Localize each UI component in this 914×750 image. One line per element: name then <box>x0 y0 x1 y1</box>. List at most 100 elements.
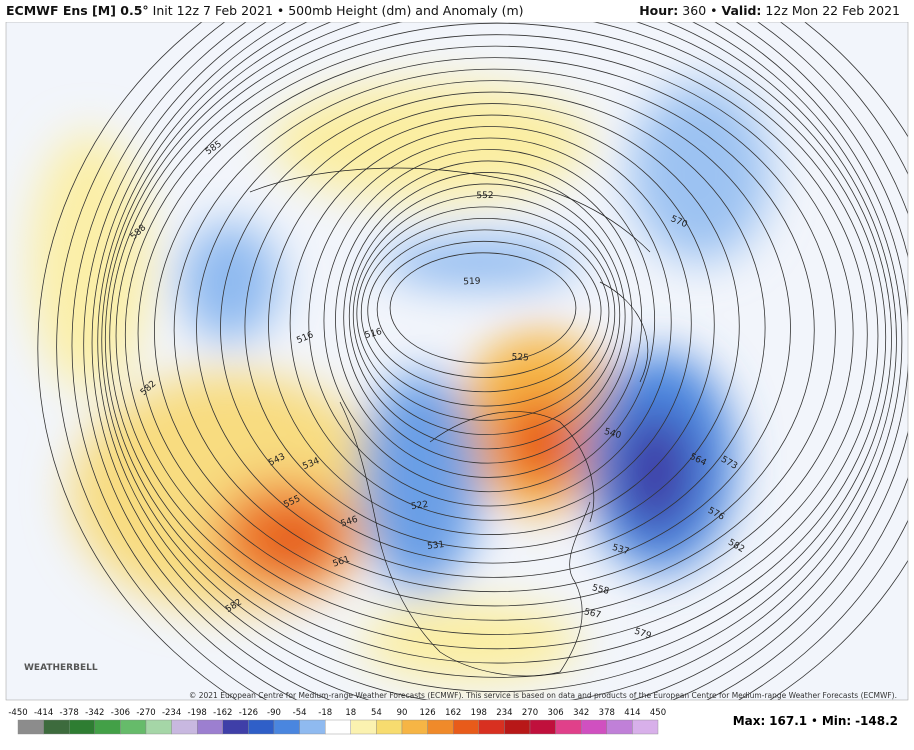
contour-label: 558 <box>591 583 610 597</box>
contour <box>389 252 577 364</box>
colorbar-segment <box>529 719 556 735</box>
colorbar-tick-label: -342 <box>85 708 104 718</box>
stats: Max: 167.1 • Min: -148.2 <box>732 714 898 728</box>
contour <box>244 103 740 550</box>
colorbar-tick-label: -414 <box>34 708 53 718</box>
colorbar-tick-label: 270 <box>522 708 538 718</box>
contour <box>196 80 791 578</box>
contour <box>124 34 868 635</box>
max: 167.1 <box>769 714 808 728</box>
colorbar-tick-label: -270 <box>136 708 155 718</box>
colorbar-tick-label: 414 <box>624 708 640 718</box>
colorbar-segment <box>120 719 147 735</box>
contour-label: 531 <box>427 540 445 552</box>
colorbar-tick-label: 450 <box>650 708 666 718</box>
colorbar-tick-label: -234 <box>162 708 181 718</box>
colorbar-segment <box>632 719 659 735</box>
contour-label: 519 <box>463 277 481 288</box>
contour <box>91 22 908 700</box>
valid-info: Hour: 360 • Valid: 12z Mon 22 Feb 2021 <box>639 3 900 18</box>
copyright: © 2021 European Centre for Medium-range … <box>189 691 897 700</box>
contour <box>37 22 908 700</box>
contour <box>348 183 626 450</box>
contour <box>137 45 854 621</box>
max-label: Max: <box>732 714 766 728</box>
contour-label: 522 <box>410 500 429 512</box>
colorbar-segment <box>43 719 70 735</box>
colorbar-tick-label: 306 <box>547 708 563 718</box>
colorbar-segment <box>606 719 633 735</box>
colorbar-tick-label: 198 <box>471 708 487 718</box>
colorbar-tick-label: 378 <box>599 708 615 718</box>
colorbar-tick-label: 162 <box>445 708 461 718</box>
contour-label: 540 <box>603 427 622 441</box>
contour <box>71 22 908 700</box>
colorbar-segment <box>145 719 172 735</box>
contour <box>173 68 815 593</box>
contour <box>323 149 656 493</box>
colorbar-tick-label: 18 <box>345 708 356 718</box>
anomaly-shading <box>30 82 770 682</box>
colorbar-segment <box>427 719 454 735</box>
colorbar-segment <box>17 719 44 735</box>
colorbar-tick-label: -90 <box>267 708 281 718</box>
contour <box>360 217 610 407</box>
colorbar-segment <box>273 719 300 735</box>
min: -148.2 <box>855 714 898 728</box>
colorbar-tick-label: -162 <box>213 708 232 718</box>
map-border <box>5 22 909 701</box>
title: ECMWF Ens [M] 0.5° Init 12z 7 Feb 2021 •… <box>6 0 524 22</box>
colorbar-segment <box>453 719 480 735</box>
contour-label: 516 <box>364 327 383 341</box>
colorbar-segment <box>555 719 582 735</box>
colorbar-segment <box>68 719 95 735</box>
contour <box>343 172 633 464</box>
contour <box>56 22 908 700</box>
contour <box>335 160 643 478</box>
contour <box>289 126 692 521</box>
colorbar-segment <box>376 719 403 735</box>
contour <box>105 22 892 678</box>
colorbar-segment <box>299 719 326 735</box>
contour <box>115 22 879 650</box>
valid: 12z Mon 22 Feb 2021 <box>765 3 900 18</box>
contour <box>154 57 836 607</box>
colorbar-segment <box>478 719 505 735</box>
colorbar-tick-label: -54 <box>293 708 307 718</box>
colorbar-tick-label: 90 <box>397 708 408 718</box>
min-label: Min: <box>821 714 852 728</box>
hour-label: Hour: <box>639 3 679 18</box>
colorbar-segment <box>248 719 275 735</box>
contour-label: 537 <box>611 543 630 557</box>
contour-label: 525 <box>511 352 529 363</box>
colorbar-tick-label: -198 <box>188 708 207 718</box>
colorbar-tick-label: -126 <box>239 708 258 718</box>
colorbar-tick-label: 234 <box>496 708 512 718</box>
contour <box>376 240 591 378</box>
contour <box>352 194 621 435</box>
coastlines <box>249 167 651 677</box>
colorbar-segment <box>94 719 121 735</box>
colorbar-segment <box>581 719 608 735</box>
contour <box>367 229 602 393</box>
contour <box>101 22 897 692</box>
hour: 360 <box>682 3 707 18</box>
contour <box>308 137 672 507</box>
colorbar-tick-label: 342 <box>573 708 589 718</box>
contour-label: 567 <box>583 607 602 621</box>
colorbar-segment <box>196 719 223 735</box>
colorbar: -450 -414 -378 -342 -306 -270 -234 -198 -162 -126… <box>8 708 666 735</box>
contour <box>83 22 908 700</box>
colorbar-tick-label: -18 <box>318 708 332 718</box>
colorbar-segment <box>171 719 198 735</box>
contour-label: 552 <box>476 191 493 201</box>
colorbar-segment <box>350 719 377 735</box>
contour <box>97 22 903 700</box>
colorbar-tick-label: -450 <box>8 708 27 718</box>
colorbar-tick-label: -306 <box>111 708 130 718</box>
map-field <box>6 22 908 700</box>
colorbar-segment <box>401 719 428 735</box>
colorbar-segment <box>222 719 249 735</box>
